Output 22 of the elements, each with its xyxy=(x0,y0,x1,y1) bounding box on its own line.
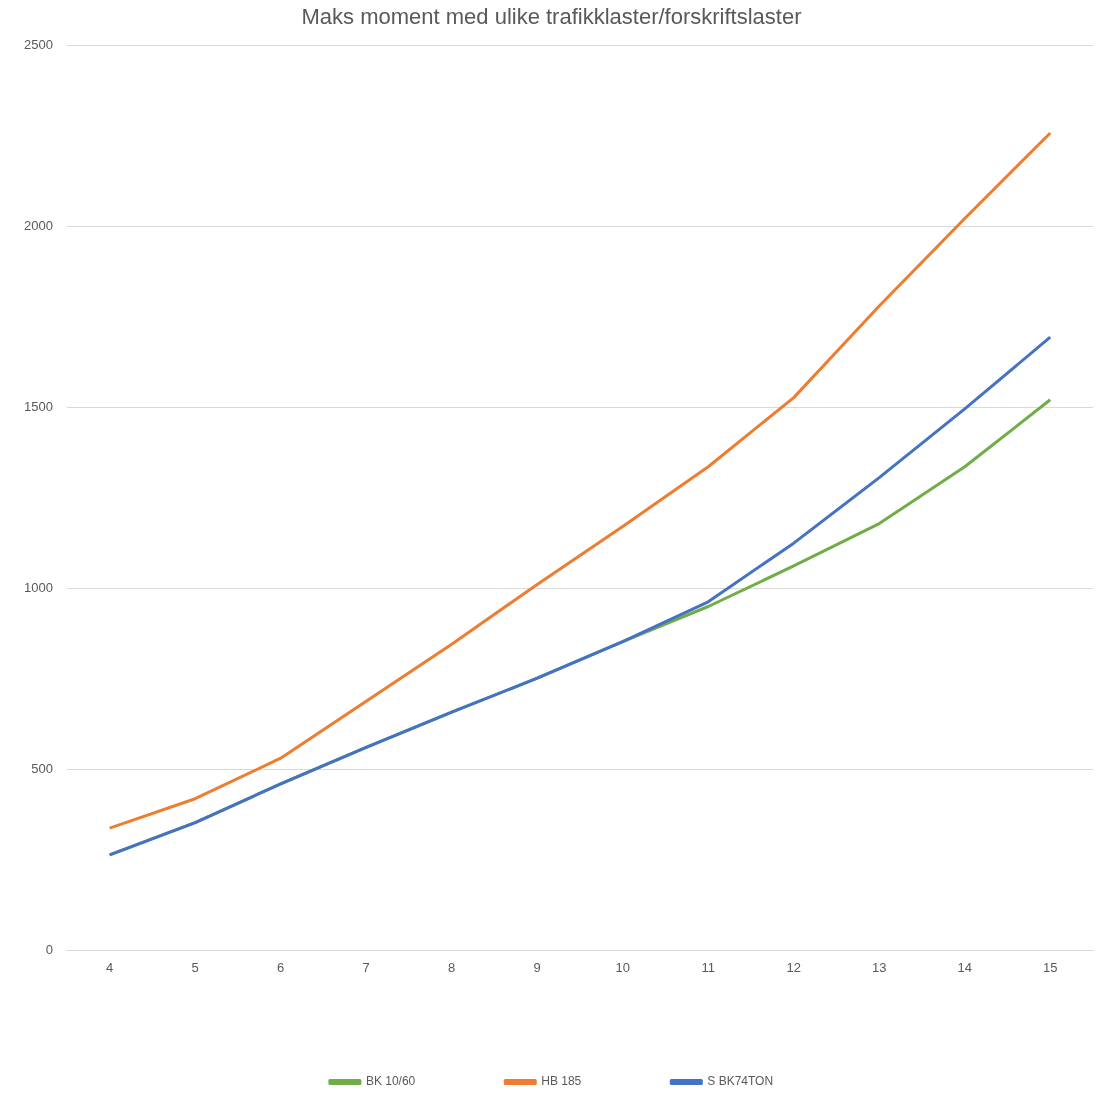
x-tick-label: 4 xyxy=(106,959,114,975)
x-tick-label: 7 xyxy=(362,959,370,975)
y-tick-label: 0 xyxy=(45,941,53,957)
x-tick-label: 8 xyxy=(448,959,456,975)
y-tick-label: 1500 xyxy=(24,398,53,414)
chart-title: Maks moment med ulike trafikklaster/forskriftslaster xyxy=(301,4,802,30)
x-tick-label: 15 xyxy=(1043,959,1058,975)
x-tick-label: 13 xyxy=(872,959,887,975)
x-tick-label: 9 xyxy=(533,959,541,975)
legend-label: HB 185 xyxy=(541,1074,582,1089)
x-tick-label: 12 xyxy=(786,959,801,975)
y-tick-label: 2000 xyxy=(24,217,53,233)
x-tick-label: 5 xyxy=(191,959,199,975)
legend-label: BK 10/60 xyxy=(365,1074,416,1089)
x-tick-label: 10 xyxy=(615,959,630,975)
y-tick-label: 500 xyxy=(31,760,53,776)
x-tick-label: 14 xyxy=(957,959,972,975)
y-tick-label: 2500 xyxy=(24,36,53,52)
legend-label: S BK74TON xyxy=(707,1074,774,1089)
x-tick-label: 11 xyxy=(701,959,715,975)
x-tick-label: 6 xyxy=(277,959,285,975)
y-tick-label: 1000 xyxy=(24,579,53,595)
